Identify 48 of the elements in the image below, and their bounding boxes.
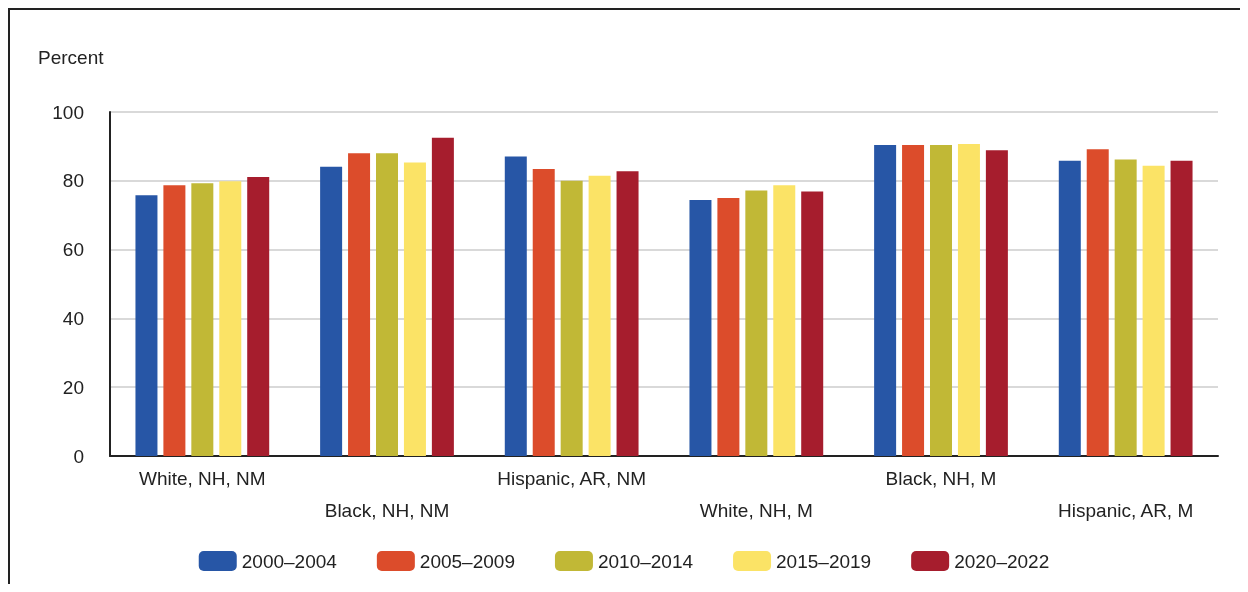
bar	[930, 145, 952, 456]
bar	[163, 185, 186, 456]
bar	[532, 169, 555, 456]
x-tick-label: Black, NH, M	[885, 467, 997, 489]
bar	[874, 145, 897, 456]
x-tick-label: Hispanic, AR, NM	[497, 467, 647, 489]
y-tick-label: 80	[62, 170, 84, 192]
bar	[588, 175, 611, 456]
bar	[801, 191, 824, 456]
bar	[403, 162, 426, 456]
bar	[616, 171, 639, 456]
y-tick-label: 60	[62, 239, 84, 261]
bar	[717, 198, 740, 456]
bar	[1086, 149, 1109, 456]
bar	[1114, 159, 1137, 456]
y-tick-label: 40	[62, 307, 84, 329]
legend-label: 2000–2004	[241, 550, 338, 572]
bar	[320, 166, 343, 456]
y-tick-label: 0	[73, 445, 84, 467]
bar	[1058, 160, 1081, 456]
x-tick-label: Hispanic, AR, M	[1058, 499, 1194, 521]
bar	[348, 153, 371, 456]
x-tick-label: White, NH, M	[699, 499, 813, 521]
x-tick-label: White, NH, NM	[138, 467, 266, 489]
bar	[560, 180, 583, 456]
legend-label: 2020–2022	[954, 550, 1050, 572]
bar	[247, 177, 270, 456]
bar	[957, 143, 980, 456]
bar	[504, 156, 527, 456]
bar	[376, 153, 398, 456]
legend-label: 2010–2014	[597, 550, 694, 572]
bar	[1170, 160, 1193, 456]
bar	[219, 181, 242, 456]
bar	[902, 145, 925, 456]
y-tick-label: 20	[62, 376, 84, 398]
bar	[689, 200, 712, 456]
bar	[135, 195, 158, 456]
bar	[985, 150, 1008, 456]
legend-label: 2015–2019	[776, 550, 872, 572]
bar	[1142, 165, 1165, 456]
bar	[773, 185, 796, 456]
y-tick-label: 100	[52, 101, 84, 123]
bar	[191, 183, 214, 456]
x-tick-label: Black, NH, NM	[324, 499, 450, 521]
bar	[745, 190, 768, 456]
y-axis-title: Percent	[38, 47, 105, 68]
bar	[431, 137, 454, 456]
legend-label: 2005–2009	[419, 550, 515, 572]
